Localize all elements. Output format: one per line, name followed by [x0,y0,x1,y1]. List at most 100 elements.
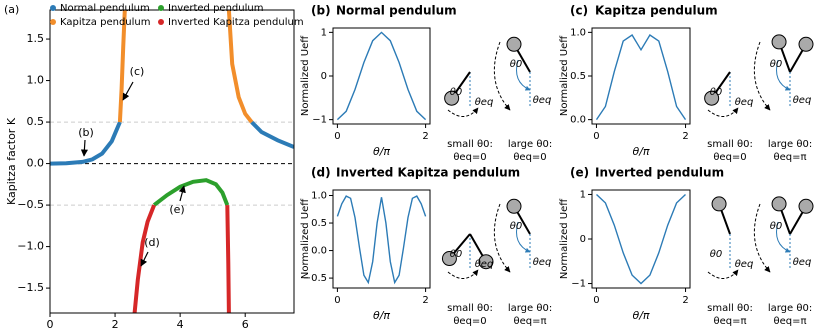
angle-arc [776,59,791,91]
x-tick-label: 2 [682,131,688,142]
y-axis-label: Kapitza factor K [5,117,18,205]
y-axis-label: Normalized Ueff [300,35,311,116]
panel-title-label: (c) [570,4,588,18]
case-label: θeq=π [773,152,806,163]
x-tick-label: 2 [682,295,688,306]
y-tick-label: −1 [571,279,586,290]
data-line [596,193,686,285]
panel-title: Kapitza pendulum [595,4,718,18]
legend-marker [158,5,164,11]
case-label: θeq=0 [713,152,746,163]
x-axis-label: θ/π [373,145,390,158]
y-tick-label: 0 [580,234,586,245]
y-axis-label: Normalized Ueff [300,198,311,279]
case-label: large θ0: [768,139,812,150]
y-tick-label: −1 [312,115,327,126]
y-tick-label: 1.0 [311,191,327,202]
y-tick-label: 0.0 [570,115,586,126]
annotation: (d) [144,236,160,249]
panel-label: (a) [4,3,19,16]
angle-label: θeq [475,97,494,108]
case-label: small θ0: [707,303,753,314]
case-label: small θ0: [707,139,753,150]
x-axis-label: θ/π [632,145,649,158]
data-line [117,10,254,124]
panel-title-label: (d) [311,166,331,180]
y-tick-label: −1.5 [17,281,44,294]
angle-label: θ0 [450,87,462,98]
x-tick-label: 2 [422,131,428,142]
y-tick-label: 0.5 [570,71,586,82]
angle-label: θ0 [510,221,522,232]
pendulum-bob [444,90,460,106]
panel-title-label: (e) [570,166,589,180]
plot-frame [49,9,295,314]
angle-label: θeq [793,257,812,268]
legend-marker [50,5,56,11]
angle-label: θ0 [710,249,722,260]
pendulum-bob [711,196,727,212]
y-tick-label: −0.5 [303,273,327,284]
annotation: (e) [169,203,184,216]
angle-label: θeq [735,97,754,108]
data-line [50,120,294,166]
angle-arc [516,59,531,91]
motion-arrow [707,107,739,117]
motion-arrow [753,41,771,111]
case-label: small θ0: [447,303,493,314]
y-tick-label: 0.5 [27,115,45,128]
angle-label: θ0 [710,87,722,98]
pendulum-bob [506,198,522,214]
x-tick-label: 0 [334,131,340,142]
data-line [132,204,231,313]
case-label: θeq=0 [453,316,486,327]
annotation-arrow [80,139,88,157]
motion-arrow [707,269,739,279]
y-tick-label: 1 [580,189,586,200]
motion-arrow [447,107,479,117]
annotation-arrow [178,185,186,202]
motion-arrow [753,203,771,273]
annotation: (c) [130,65,145,78]
y-tick-label: 0.0 [311,246,327,257]
pendulum-bob [478,254,494,270]
pendulum-bob [798,36,814,52]
angle-label: θeq [475,259,494,270]
x-axis-label: θ/π [373,309,390,322]
case-label: θeq=0 [513,152,546,163]
x-tick-label: 2 [422,295,428,306]
data-line [595,34,687,120]
panel-title: Inverted Kapitza pendulum [336,166,520,180]
y-axis-label: Normalized Ueff [559,35,570,116]
y-tick-label: 1 [321,27,327,38]
x-tick-label: 2 [112,318,119,329]
legend-label: Inverted pendulum [168,3,263,14]
case-label: θeq=0 [453,152,486,163]
case-label: θeq=π [713,316,746,327]
angle-label: θeq [533,257,552,268]
pendulum-bob [771,34,787,50]
case-label: large θ0: [768,303,812,314]
y-tick-label: 1.0 [27,74,45,87]
motion-arrow [493,41,511,111]
case-label: large θ0: [508,303,552,314]
x-axis-label: θ/π [632,309,649,322]
annotation-arrow [140,251,149,267]
angle-label: θeq [793,95,812,106]
panel-title-label: (b) [311,4,331,18]
legend-marker [50,19,56,25]
panel-title: Normal pendulum [336,4,457,18]
motion-arrow [447,269,479,279]
angle-label: θ0 [770,221,782,232]
case-label: small θ0: [447,139,493,150]
y-tick-label: 0.0 [27,157,45,170]
case-label: θeq=π [513,316,546,327]
plot-frame [332,189,431,289]
x-tick-label: 6 [242,318,249,329]
pendulum-bob [506,36,522,52]
pendulum-bob [771,196,787,212]
pendulum-bob [704,90,720,106]
y-tick-label: 1.0 [570,27,586,38]
legend-label: Inverted Kapitza pendulum [168,17,304,28]
